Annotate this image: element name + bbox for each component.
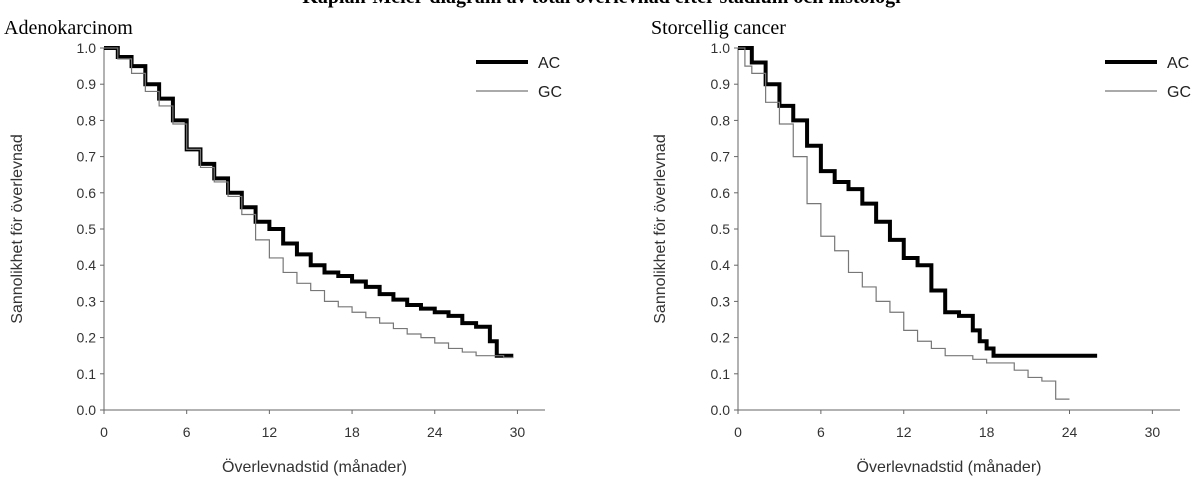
y-tick-label: 0.1 bbox=[711, 366, 731, 382]
legend-label-ac: AC bbox=[538, 55, 560, 72]
chart-panel-storcellig-cancer: 0.0 0.1 0.2 0.3 0.4 0.5 0.6 0.7 0.8 0.9 1.0 0 6 12 18 2… bbox=[652, 40, 1191, 476]
y-tick-label: 0.0 bbox=[77, 402, 97, 418]
y-tick-label: 0.7 bbox=[77, 149, 97, 165]
y-tick-label: 0.3 bbox=[711, 293, 731, 309]
x-tick-label: 24 bbox=[1062, 424, 1078, 440]
x-tick-label: 18 bbox=[979, 424, 995, 440]
series-line-ac bbox=[738, 46, 1098, 358]
y-tick-label: 0.9 bbox=[711, 76, 731, 92]
x-tick-label: 30 bbox=[510, 424, 526, 440]
y-tick-label: 0.6 bbox=[77, 185, 97, 201]
panel-right-title: Storcellig cancer bbox=[651, 17, 786, 39]
chart-panel-adenokarcinom: 0.0 0.1 0.2 0.3 0.4 0.5 0.6 0.7 0.8 0.9 1.0 0 6 12 18 2… bbox=[9, 40, 562, 476]
legend-label-gc: GC bbox=[1167, 84, 1191, 101]
x-tick-label: 0 bbox=[734, 424, 742, 440]
y-tick-label: 0.8 bbox=[711, 112, 731, 128]
x-tick-label: 24 bbox=[427, 424, 443, 440]
series-line-gc bbox=[104, 47, 514, 359]
y-tick-label: 0.2 bbox=[77, 330, 97, 346]
x-tick-label: 18 bbox=[344, 424, 360, 440]
y-tick-label: 0.2 bbox=[711, 330, 731, 346]
x-tick-label: 6 bbox=[817, 424, 825, 440]
x-tick-label: 12 bbox=[896, 424, 912, 440]
x-tick-label: 30 bbox=[1145, 424, 1161, 440]
x-axis-title: Överlevnadstid (månader) bbox=[857, 458, 1042, 476]
series-line-ac bbox=[104, 46, 514, 358]
legend-label-gc: GC bbox=[538, 84, 562, 101]
y-tick-label: 0.4 bbox=[77, 257, 97, 273]
x-tick-label: 6 bbox=[183, 424, 191, 440]
y-tick-label: 0.9 bbox=[77, 76, 97, 92]
y-tick-label: 0.7 bbox=[711, 149, 731, 165]
panel-left-title: Adenokarcinom bbox=[4, 17, 133, 39]
legend-label-ac: AC bbox=[1167, 55, 1189, 72]
x-tick-label: 0 bbox=[100, 424, 108, 440]
x-tick-label: 12 bbox=[262, 424, 278, 440]
y-tick-label: 0.4 bbox=[711, 257, 731, 273]
y-tick-label: 1.0 bbox=[711, 40, 731, 56]
series-line-gc bbox=[738, 47, 1070, 400]
y-tick-label: 0.3 bbox=[77, 293, 97, 309]
y-axis-title: Sannolikhet för överlevnad bbox=[652, 134, 669, 323]
figure-title: Kaplan-Meier-diagram av total överlevnad… bbox=[0, 0, 1203, 9]
y-axis-title: Sannolikhet för överlevnad bbox=[9, 134, 26, 323]
y-tick-label: 0.8 bbox=[77, 112, 97, 128]
y-tick-label: 0.5 bbox=[77, 221, 97, 237]
y-tick-label: 1.0 bbox=[77, 40, 97, 56]
x-axis-title: Överlevnadstid (månader) bbox=[222, 458, 407, 476]
y-tick-label: 0.6 bbox=[711, 185, 731, 201]
y-tick-label: 0.5 bbox=[711, 221, 731, 237]
y-tick-label: 0.1 bbox=[77, 366, 97, 382]
y-tick-label: 0.0 bbox=[711, 402, 731, 418]
